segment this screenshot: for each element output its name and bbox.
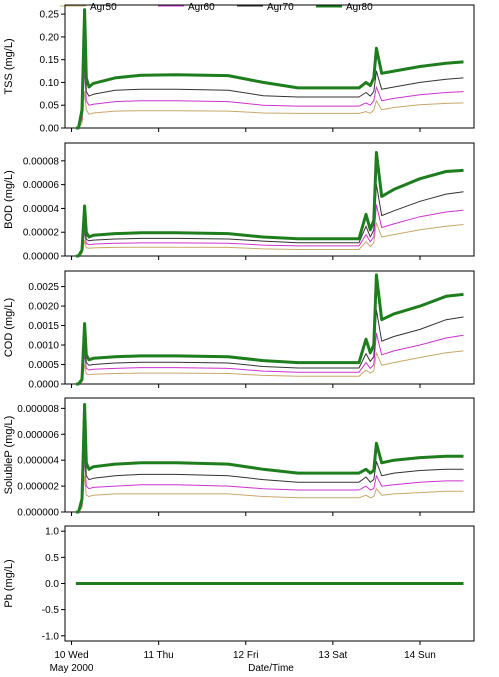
y-tick-label: 0.10 [40,78,60,89]
panel: 0.0000 0.0005 0.0010 0.0015 0.0020 0.0025 COD … [3,270,475,391]
legend-entry: Agr60 [158,2,215,13]
series-line-agr60 [75,204,464,257]
panel: 0.00 0.05 0.10 0.15 0.20 0.25 TSS (mg/L) [3,4,475,135]
series-line-agr80 [75,403,464,514]
legend-entry: Agr80 [316,2,373,13]
y-tick-label: -1.0 [42,631,60,642]
series-line-agr60 [75,455,464,513]
y-tick-label: 0.0020 [28,302,59,313]
y-tick-label: 0.000002 [17,482,59,493]
series-line-agr80 [75,8,464,130]
series-line-agr50 [75,350,464,385]
y-axis-label: Pb (mg/L) [3,559,15,607]
y-tick-label: 0.20 [40,32,60,43]
legend-label: Agr60 [188,2,215,13]
panel-frame [64,142,475,257]
series-line-agr70 [75,433,464,513]
y-tick-label: 0.0 [45,579,59,590]
y-axis-label: BOD (mg/L) [3,170,15,229]
y-tick-label: 0.25 [40,10,60,21]
series-line-agr60 [75,68,464,129]
panel-frame [64,270,475,385]
y-axis-label: SolubleP (mg/L) [3,416,15,495]
y-tick-label: 0.000004 [17,456,59,467]
legend-label: Agr80 [346,2,373,13]
y-tick-label: 0.0025 [28,282,59,293]
x-axis-label: Date/Time [248,663,294,674]
x-tick-label: 11 Thu [144,650,174,661]
y-axis-label: TSS (mg/L) [3,38,15,94]
y-tick-label: 0.000008 [17,404,59,415]
y-axis-label: COD (mg/L) [3,298,15,357]
legend-entry: Agr70 [237,2,294,13]
x-tick-label: 14 Sun [404,650,436,661]
series-line-agr50 [75,91,464,129]
y-tick-label: 0.00000 [23,252,60,263]
x-tick-label: 10 Wed [54,650,88,661]
y-tick-label: -0.5 [42,605,60,616]
y-tick-label: 0.0015 [28,321,59,332]
legend-label: Agr70 [267,2,294,13]
series-line-agr80 [75,151,464,258]
y-tick-label: 0.5 [45,553,59,564]
x-tick-label: 12 Fri [233,650,259,661]
series-line-agr80 [75,273,464,386]
panel: 0.000000 0.000002 0.000004 0.000006 0.000008… [3,397,475,519]
panel-frame [64,397,475,513]
legend-entry: Agr50 [60,2,117,13]
series-line-agr50 [75,222,464,257]
panel: 0.00000 0.00002 0.00004 0.00006 0.00008 BOD (… [3,142,475,263]
y-tick-label: 0.00004 [23,204,60,215]
y-tick-label: 0.00 [40,124,60,135]
series-line-agr50 [75,475,464,513]
y-tick-label: 0.00002 [23,228,60,239]
chart-panels: 0.00 0.05 0.10 0.15 0.20 0.25 TSS (mg/L) 0.0000… [3,4,475,645]
y-tick-label: 0.05 [40,101,60,112]
legend: Agr50 Agr60 Agr70 Agr80 [60,2,373,13]
y-tick-label: 1.0 [45,527,59,538]
panel-frame [64,4,475,129]
series-line-agr70 [75,40,464,129]
series-line-agr70 [75,184,464,257]
panel: -1.0 -0.5 0.0 0.5 1.0 Pb (mg/L) [3,525,475,645]
y-tick-label: 0.000006 [17,430,59,441]
y-tick-label: 0.0005 [28,360,59,371]
x-axis: 10 Wed 11 Thu 12 Fri 13 Sat 14 Sun May 2000 Da… [50,650,436,674]
series-line-agr70 [75,309,464,385]
y-tick-label: 0.0010 [28,341,59,352]
y-tick-label: 0.00008 [23,156,60,167]
y-tick-label: 0.00006 [23,180,60,191]
y-tick-label: 0.0000 [28,380,59,391]
x-tick-label: 13 Sat [318,650,347,661]
y-tick-label: 0.15 [40,55,60,66]
legend-label: Agr50 [90,2,117,13]
series-line-agr60 [75,332,464,385]
y-tick-label: 0.000000 [17,508,59,519]
x-axis-sublabel: May 2000 [50,663,94,674]
